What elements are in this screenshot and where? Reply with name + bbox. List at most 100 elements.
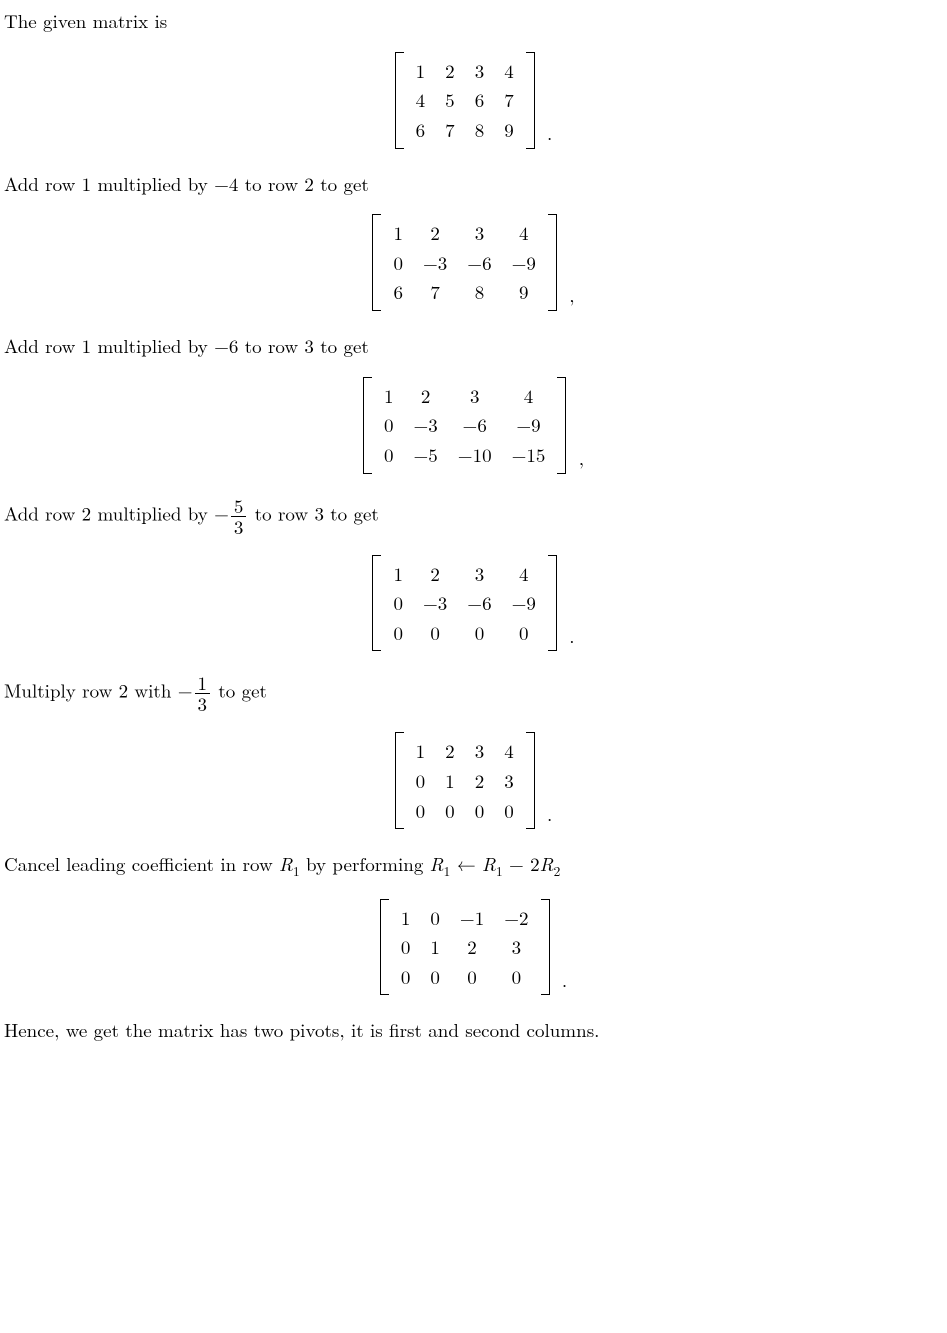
matrix-cell: −5 bbox=[404, 440, 448, 470]
matrix-cell: 0 bbox=[420, 962, 450, 992]
matrix-cell: 0 bbox=[502, 618, 546, 648]
bracket-left bbox=[395, 732, 404, 829]
fraction-sign: − bbox=[178, 677, 193, 704]
matrix-cell: 0 bbox=[457, 618, 501, 648]
matrix-cell: 1 bbox=[374, 381, 404, 411]
matrix-cell: 3 bbox=[465, 56, 495, 86]
matrix-row: 1 2 3 4 bbox=[406, 736, 524, 766]
matrix-cell: 9 bbox=[494, 115, 524, 145]
matrix-body: 1 2 3 4 0 1 2 3 0 0 0 0 bbox=[404, 732, 526, 829]
matrix: 1 2 3 4 0 −3 −6 −9 0 0 0 0 bbox=[372, 555, 556, 652]
matrix-cell: 0 bbox=[406, 766, 436, 796]
matrix-body: 1 2 3 4 0 −3 −6 −9 6 7 8 9 bbox=[381, 214, 547, 311]
matrix-row: 1 2 3 4 bbox=[383, 218, 545, 248]
bracket-right bbox=[548, 214, 557, 311]
matrix-row: 0 −5 −10 −15 bbox=[374, 440, 555, 470]
matrix-cell: 1 bbox=[420, 932, 450, 962]
matrix-row: 0 1 2 3 bbox=[406, 766, 524, 796]
matrix-row: 6 7 8 9 bbox=[406, 115, 524, 145]
matrix-display: 1 2 3 4 4 5 6 7 6 7 8 9 . bbox=[4, 52, 943, 149]
matrix: 1 2 3 4 4 5 6 7 6 7 8 9 bbox=[395, 52, 535, 149]
matrix-cell: −3 bbox=[404, 410, 448, 440]
matrix-punct: . bbox=[547, 801, 552, 827]
bracket-right bbox=[557, 377, 566, 474]
bracket-left bbox=[372, 214, 381, 311]
cancel-pre: Cancel leading coefficient in row bbox=[4, 850, 279, 877]
matrix-body: 1 2 3 4 0 −3 −6 −9 0 0 0 0 bbox=[381, 555, 547, 652]
matrix-cell: −2 bbox=[494, 903, 538, 933]
matrix-punct: , bbox=[579, 445, 584, 471]
matrix-cell: 2 bbox=[435, 56, 465, 86]
matrix-cell: −3 bbox=[413, 588, 457, 618]
bracket-left bbox=[363, 377, 372, 474]
matrix-cell: 3 bbox=[494, 932, 538, 962]
fraction-den: 3 bbox=[195, 694, 211, 714]
matrix-cell: 3 bbox=[494, 766, 524, 796]
matrix-cell: 7 bbox=[494, 85, 524, 115]
matrix-cell: 9 bbox=[502, 277, 546, 307]
matrix-cell: 7 bbox=[435, 115, 465, 145]
matrix-cell: 8 bbox=[465, 115, 495, 145]
minus-two: − 2 bbox=[503, 850, 540, 877]
var-sub: 2 bbox=[554, 861, 561, 880]
matrix-cell: 6 bbox=[406, 115, 436, 145]
matrix-cell: 0 bbox=[374, 410, 404, 440]
matrix-cell: 4 bbox=[406, 85, 436, 115]
step-text: Add row 2 multiplied by −53 to row 3 to … bbox=[4, 496, 943, 537]
step-text: Add row 1 multiplied by −4 to row 2 to g… bbox=[4, 171, 943, 197]
matrix-cell: 0 bbox=[413, 618, 457, 648]
matrix-display: 1 2 3 4 0 −3 −6 −9 6 7 8 9 , bbox=[4, 214, 943, 311]
matrix-row: 1 2 3 4 bbox=[383, 559, 545, 589]
matrix-cell: 0 bbox=[494, 962, 538, 992]
step-text-pre: Add row 2 multiplied by bbox=[4, 499, 214, 526]
matrix-punct: . bbox=[569, 623, 574, 649]
matrix-display: 1 2 3 4 0 1 2 3 0 0 0 0 . bbox=[4, 732, 943, 829]
step-text: Add row 1 multiplied by −6 to row 3 to g… bbox=[4, 333, 943, 359]
matrix-cell: 0 bbox=[391, 932, 421, 962]
step-text-post: to row 3 to get bbox=[248, 499, 378, 526]
matrix-row: 1 2 3 4 bbox=[374, 381, 555, 411]
matrix-cell: 1 bbox=[406, 736, 436, 766]
step-text-post: to get bbox=[212, 677, 267, 704]
matrix-cell: 2 bbox=[465, 766, 495, 796]
fraction-sign: − bbox=[214, 499, 229, 526]
bracket-right bbox=[541, 899, 550, 996]
matrix-cell: 1 bbox=[383, 559, 413, 589]
matrix-cell: 1 bbox=[391, 903, 421, 933]
var-r: R bbox=[430, 850, 444, 877]
bracket-right bbox=[548, 555, 557, 652]
matrix-row: 1 0 −1 −2 bbox=[391, 903, 539, 933]
matrix-cell: 0 bbox=[374, 440, 404, 470]
matrix-row: 1 2 3 4 bbox=[406, 56, 524, 86]
matrix-cell: 2 bbox=[413, 559, 457, 589]
matrix-cell: 3 bbox=[457, 218, 501, 248]
matrix-cell: 6 bbox=[383, 277, 413, 307]
bracket-right bbox=[526, 52, 535, 149]
matrix-row: 0 0 0 0 bbox=[383, 618, 545, 648]
matrix-cell: 2 bbox=[450, 932, 494, 962]
matrix-cell: 0 bbox=[435, 796, 465, 826]
matrix-body: 1 2 3 4 4 5 6 7 6 7 8 9 bbox=[404, 52, 526, 149]
matrix-cell: 0 bbox=[383, 588, 413, 618]
matrix-cell: 8 bbox=[457, 277, 501, 307]
var-r: R bbox=[482, 850, 496, 877]
arrow: ← bbox=[450, 850, 482, 877]
matrix-cell: 0 bbox=[406, 796, 436, 826]
matrix-row: 0 1 2 3 bbox=[391, 932, 539, 962]
matrix-cell: 3 bbox=[457, 559, 501, 589]
matrix-cell: 4 bbox=[502, 559, 546, 589]
matrix-cell: 7 bbox=[413, 277, 457, 307]
matrix-row: 4 5 6 7 bbox=[406, 85, 524, 115]
matrix-punct: . bbox=[547, 120, 552, 146]
matrix-cell: 2 bbox=[413, 218, 457, 248]
matrix-cell: 0 bbox=[450, 962, 494, 992]
matrix-cell: 4 bbox=[494, 736, 524, 766]
matrix-row: 0 −3 −6 −9 bbox=[383, 248, 545, 278]
fraction: 53 bbox=[231, 496, 247, 537]
matrix-row: 6 7 8 9 bbox=[383, 277, 545, 307]
matrix-cell: 3 bbox=[465, 736, 495, 766]
matrix-cell: −15 bbox=[502, 440, 556, 470]
matrix-cell: 1 bbox=[406, 56, 436, 86]
step-text: The given matrix is bbox=[4, 8, 943, 34]
bracket-left bbox=[380, 899, 389, 996]
